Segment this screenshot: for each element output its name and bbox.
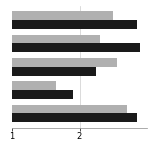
Bar [0,20,137,29]
Bar [0,11,113,20]
Bar [0,58,117,67]
Bar [0,114,137,122]
Bar [0,67,96,76]
Bar [0,43,140,52]
Bar [0,81,56,90]
Bar [0,105,127,114]
Bar [0,34,100,43]
Bar [0,90,73,99]
